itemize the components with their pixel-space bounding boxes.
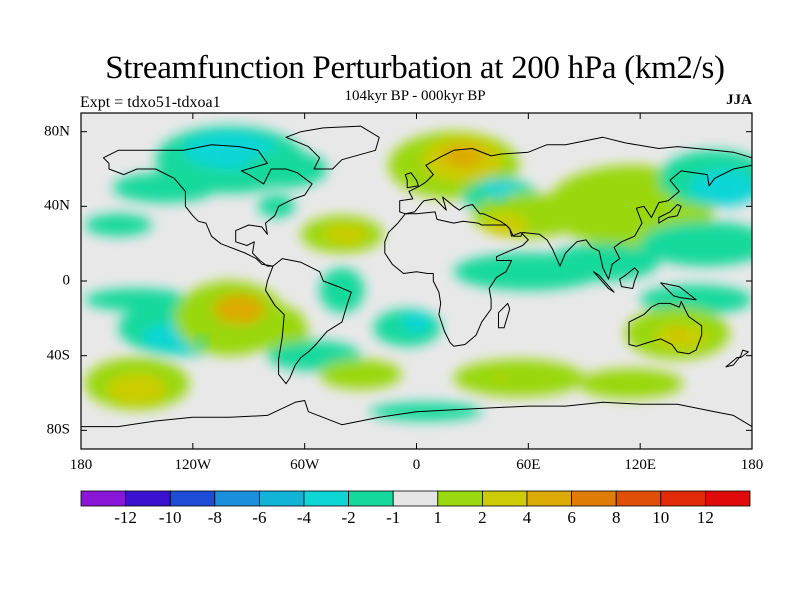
- colorbar-box: [258, 490, 305, 507]
- colorbar-label: 6: [567, 508, 576, 527]
- field-blob: [319, 267, 365, 313]
- lat-label: 40N: [44, 197, 70, 214]
- field-blob: [84, 213, 152, 237]
- feature-core: [410, 321, 423, 334]
- coastline-japan: [658, 204, 682, 224]
- field-blob: [481, 178, 520, 198]
- feature-core: [196, 334, 209, 347]
- lon-label: 120W: [174, 457, 212, 473]
- colorbar-label: -12: [114, 508, 137, 527]
- field-blobs: [84, 126, 752, 421]
- colorbar-box: [80, 490, 126, 507]
- field-blob: [453, 359, 585, 397]
- contour-fields: [84, 126, 752, 421]
- colorbar-label: 1: [433, 508, 443, 527]
- feature-core: [140, 377, 153, 390]
- season-label: JJA: [726, 92, 752, 108]
- lon-label: 180: [740, 457, 764, 473]
- colorbar-label: -8: [207, 508, 222, 527]
- feature-core: [494, 191, 507, 203]
- colorbar-label: 2: [478, 508, 487, 527]
- coastline-new-zealand: [725, 349, 749, 368]
- colorbar-label: -4: [296, 508, 312, 527]
- colorbar-label: -6: [252, 508, 267, 527]
- field-blob: [258, 195, 296, 218]
- coastline-greenland: [285, 125, 380, 170]
- colorbar-box: [169, 490, 216, 507]
- feature-core: [345, 233, 358, 246]
- field-blob: [546, 243, 659, 281]
- lon-label: 180: [69, 457, 93, 473]
- lon-label: 0: [412, 457, 421, 473]
- field-blob: [107, 374, 167, 405]
- colorbar-box: [303, 490, 349, 507]
- lon-label: 60W: [290, 457, 320, 473]
- feature-core: [671, 327, 684, 340]
- lat-label: 80N: [44, 123, 70, 140]
- coastline-uk: [404, 172, 419, 189]
- colorbar-label: 4: [522, 508, 532, 527]
- feature-core: [494, 372, 507, 385]
- experiment-label: Expt = tdxo51-tdxoa1: [80, 94, 221, 111]
- colorbar: [80, 490, 751, 507]
- field-blob: [319, 359, 402, 390]
- lat-label: 0: [62, 272, 71, 289]
- coastline-africa-arabia: [384, 211, 529, 347]
- feature-core: [307, 349, 320, 362]
- field-blob: [213, 294, 266, 324]
- map-subtitle: 104kyr BP - 000kyr BP: [344, 88, 486, 104]
- coastline-south-america: [265, 258, 352, 385]
- colorbar-box: [615, 490, 662, 507]
- axis-ticks: [80, 113, 753, 449]
- colorbar-box: [526, 490, 572, 507]
- coastline-new-guinea: [660, 282, 697, 301]
- coastlines: [81, 125, 752, 428]
- feature-core: [503, 215, 516, 228]
- field-blob: [640, 221, 752, 267]
- coastline-north-america: [102, 144, 313, 267]
- lon-label: 60E: [516, 457, 541, 473]
- colorbar-box: [214, 490, 260, 507]
- feature-core: [718, 181, 731, 194]
- colorbar-box: [437, 490, 483, 507]
- feature-core: [242, 308, 255, 321]
- colorbar-box: [571, 490, 617, 507]
- coastline-eurasia: [399, 136, 752, 280]
- coastline-borneo: [619, 267, 639, 289]
- feature-core: [224, 153, 237, 166]
- colorbar-label: -2: [341, 508, 356, 527]
- feature-core: [457, 153, 470, 166]
- coastline-sumatra: [593, 271, 615, 293]
- coastline-antarctica: [81, 400, 752, 428]
- lat-label: 40S: [46, 347, 70, 364]
- lon-label: 120E: [624, 457, 656, 473]
- lat-label: 80S: [46, 421, 70, 438]
- coastline-madagascar: [498, 302, 511, 329]
- colorbar-label: -1: [386, 508, 401, 527]
- colorbar-box: [660, 490, 706, 507]
- field-blob: [578, 368, 684, 399]
- colorbar-label: 8: [611, 508, 621, 527]
- colorbar-box: [125, 490, 171, 507]
- coastline-australia: [628, 301, 703, 355]
- map-title: Streamfunction Perturbation at 200 hPa (…: [105, 50, 725, 86]
- colorbar-box: [392, 490, 439, 507]
- colorbar-box: [705, 490, 751, 507]
- colorbar-label: 10: [652, 508, 670, 527]
- colorbar-label: -10: [158, 508, 182, 527]
- colorbar-label: 12: [696, 508, 714, 527]
- colorbar-box: [481, 490, 528, 507]
- colorbar-box: [348, 490, 394, 507]
